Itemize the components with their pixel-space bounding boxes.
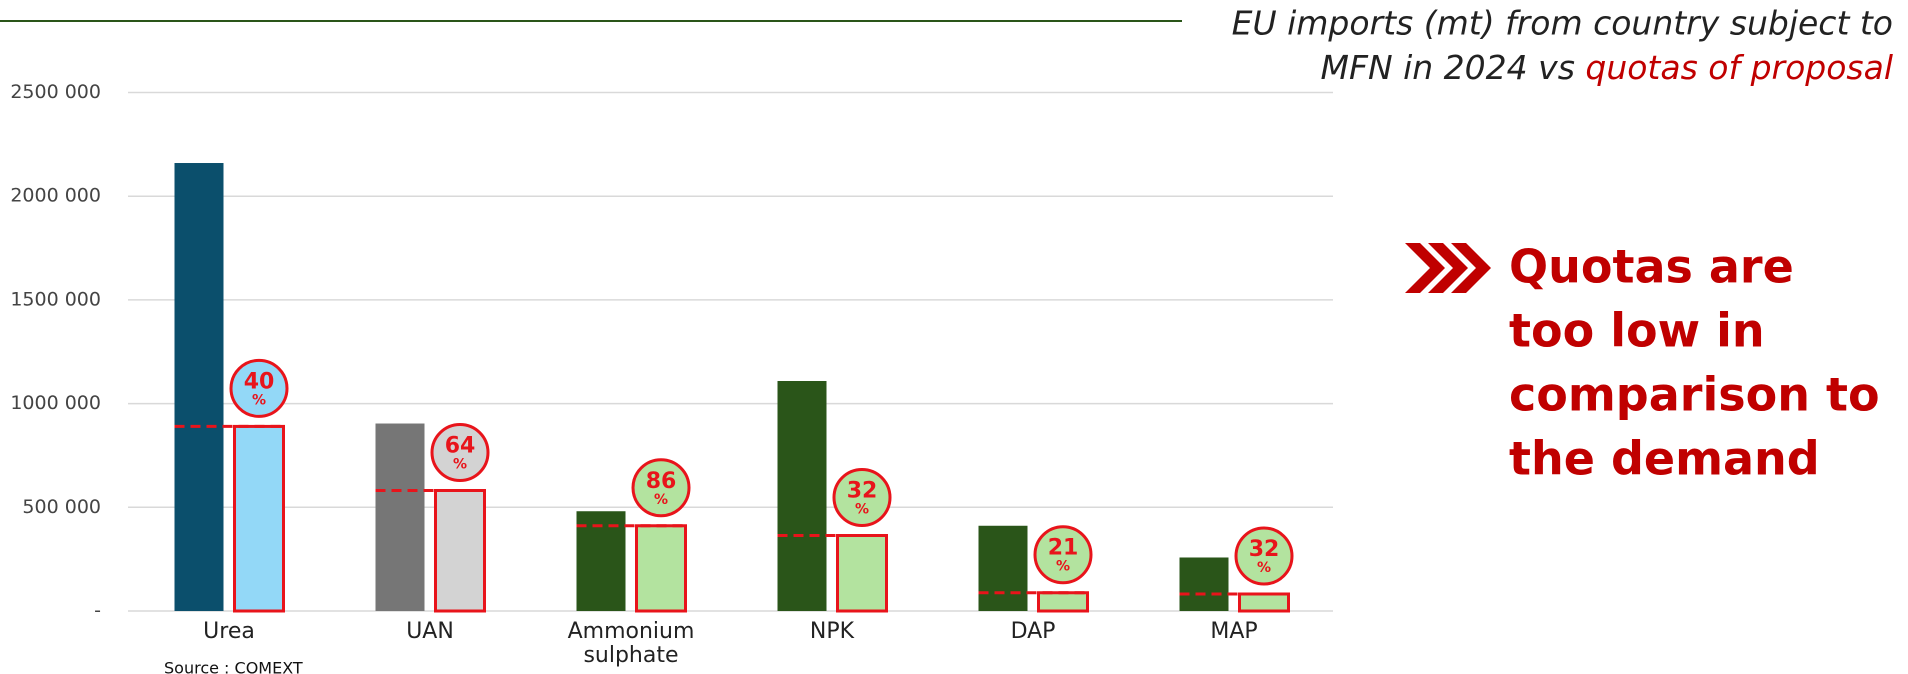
y-tick-label: 2000 000 (10, 185, 101, 207)
x-tick-label: MAP (1210, 619, 1258, 644)
ratio-number: 32 (1249, 537, 1280, 562)
quota-bar (635, 524, 687, 613)
title-highlight: quotas of proposal (1585, 48, 1893, 87)
title-part: MFN in 2024 vs (1320, 48, 1585, 87)
ratio-badge (229, 358, 289, 418)
ratio-number: 64 (445, 434, 476, 459)
ratio-unit: % (252, 392, 266, 408)
callout-line: too low in (1509, 304, 1765, 358)
callout-line: comparison to (1509, 368, 1880, 422)
ratio-badge (1033, 525, 1093, 585)
ratio-badge (631, 458, 691, 518)
ratio-badge (832, 468, 892, 528)
callout-line: the demand (1509, 432, 1820, 486)
quota-bar (233, 424, 285, 613)
x-tick-label: Urea (203, 619, 255, 644)
ratio-number: 21 (1048, 536, 1079, 561)
ratio-number: 32 (847, 479, 878, 504)
x-tick-label: Ammonium sulphate (567, 619, 695, 668)
x-tick-label: NPK (809, 619, 855, 644)
import-bar (375, 423, 425, 611)
y-tick-label: 2500 000 (10, 81, 101, 103)
chevrons (1405, 243, 1491, 293)
import-bar (174, 163, 224, 612)
ratio-unit: % (654, 492, 668, 508)
quota-bar (1238, 592, 1290, 613)
import-bar (777, 380, 827, 611)
ratio-unit: % (453, 457, 467, 473)
ratio-unit: % (1257, 560, 1271, 576)
quota-bar (836, 534, 888, 613)
callout-line: Quotas are (1509, 240, 1794, 294)
source: Source : COMEXT (164, 659, 303, 674)
y-tick-label: 500 000 (22, 496, 101, 518)
ratio-badge (430, 423, 490, 483)
x-tick-label: UAN (406, 619, 454, 644)
quota-bar (1037, 591, 1089, 613)
import-bar (978, 525, 1028, 611)
x-tick-label: DAP (1010, 619, 1056, 644)
title-line-1: EU imports (mt) from country subject to (1232, 4, 1893, 43)
import-bar (576, 511, 626, 611)
ratio-unit: % (855, 502, 869, 518)
y-tick-label: 1000 000 (10, 392, 101, 414)
quota-bar (434, 489, 486, 613)
ratio-badge (1234, 526, 1294, 586)
y-tick-label: 1500 000 (10, 288, 101, 310)
ratio-number: 40 (244, 369, 275, 394)
ratio-number: 86 (646, 469, 677, 494)
import-bar (1179, 557, 1229, 611)
y-tick-label: - (94, 600, 101, 622)
title-line-2: MFN in 2024 vs quotas of proposal (1320, 48, 1893, 87)
ratio-unit: % (1056, 559, 1070, 575)
